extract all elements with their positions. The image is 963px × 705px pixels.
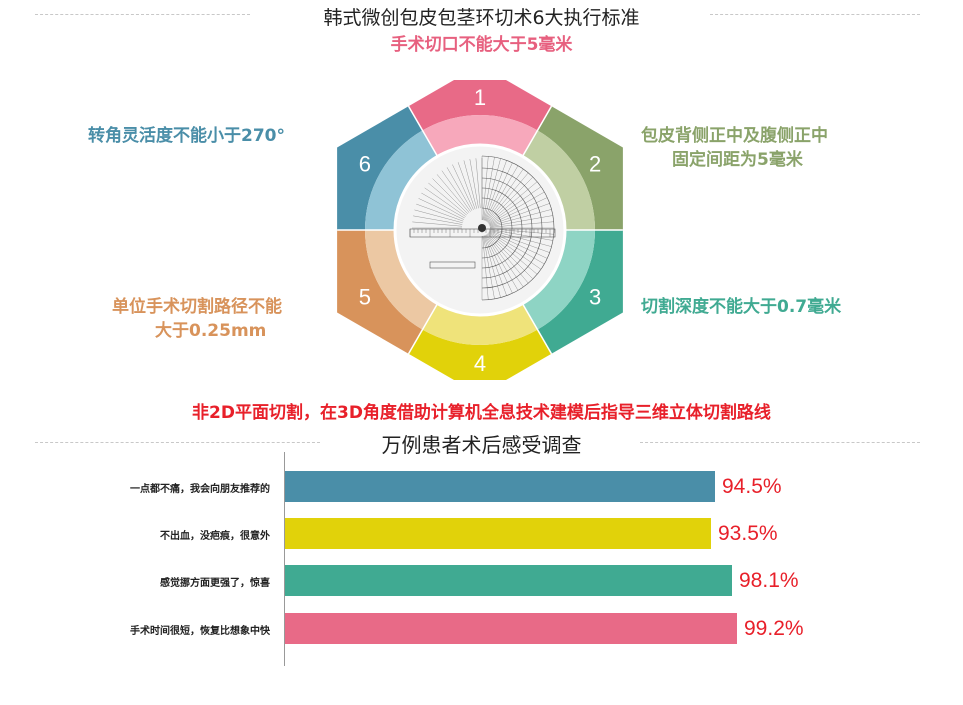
segment-3-label: 切割深度不能大于0.7毫米	[641, 297, 842, 317]
chart-axis-line	[284, 452, 285, 666]
header-rule-left	[35, 14, 250, 15]
tagline: 非2D平面切割，在3D角度借助计算机全息技术建模后指导三维立体切割路线	[192, 403, 771, 423]
wheel-segment-4	[392, 329, 568, 380]
survey-title: 万例患者术后感受调查	[381, 433, 582, 457]
wheel-segment-3	[537, 230, 623, 380]
survey-bar-chart: 一点都不痛，我会向朋友推荐的 94.5% 不出血，没疤痕，很意外 93.5% 感觉挪方面…	[0, 450, 963, 670]
wheel-segment-5	[337, 230, 423, 380]
bar-value-label: 93.5%	[718, 522, 778, 545]
wheel-segment-1	[392, 80, 568, 131]
wheel-inner-segment-4	[422, 303, 538, 345]
bar	[285, 518, 711, 549]
segment-5-label-line1: 单位手术切割路径不能	[112, 297, 282, 317]
page-title: 韩式微创包皮包茎环切术6大执行标准	[323, 7, 640, 29]
bar	[285, 613, 737, 644]
segment-2-label-line1: 包皮背侧正中及腹侧正中	[641, 126, 828, 146]
standards-wheel: 1 2 3 4 5 6	[337, 80, 623, 380]
segment-5-label-line2: 大于0.25mm	[155, 321, 267, 341]
header-rule-right	[710, 14, 920, 15]
bar-category-label: 感觉挪方面更强了，惊喜	[160, 578, 270, 589]
protractor-icon	[409, 155, 556, 301]
wheel-number-5: 5	[359, 285, 371, 310]
bar-value-label: 94.5%	[722, 475, 782, 498]
wheel-segment-2	[537, 80, 623, 230]
wheel-segment-6	[337, 80, 423, 230]
bar	[285, 565, 732, 596]
wheel-number-2: 2	[589, 152, 601, 177]
wheel-number-1: 1	[474, 85, 486, 110]
wheel-inner-segment-3	[522, 230, 595, 330]
segment-2-label-line2: 固定间距为5毫米	[672, 150, 803, 170]
wheel-inner-segment-6	[365, 130, 438, 230]
wheel-number-4: 4	[474, 351, 486, 376]
bar-category-label: 不出血，没疤痕，很意外	[160, 531, 270, 542]
wheel-inner-segment-1	[422, 114, 538, 157]
segment-6-label: 转角灵活度不能小于270°	[88, 126, 285, 146]
wheel-inner-segment-5	[365, 230, 438, 330]
survey-rule-right	[640, 442, 920, 443]
bar-value-label: 99.2%	[744, 617, 804, 640]
segment-1-label: 手术切口不能大于5毫米	[390, 35, 573, 55]
wheel-number-6: 6	[359, 152, 371, 177]
bar-value-label: 98.1%	[739, 569, 799, 592]
bar-category-label: 手术时间很短，恢复比想象中快	[130, 626, 270, 637]
wheel-inner-segment-2	[522, 130, 595, 230]
survey-rule-left	[35, 442, 320, 443]
bar	[285, 471, 715, 502]
bar-category-label: 一点都不痛，我会向朋友推荐的	[130, 484, 270, 495]
wheel-number-3: 3	[589, 285, 601, 310]
